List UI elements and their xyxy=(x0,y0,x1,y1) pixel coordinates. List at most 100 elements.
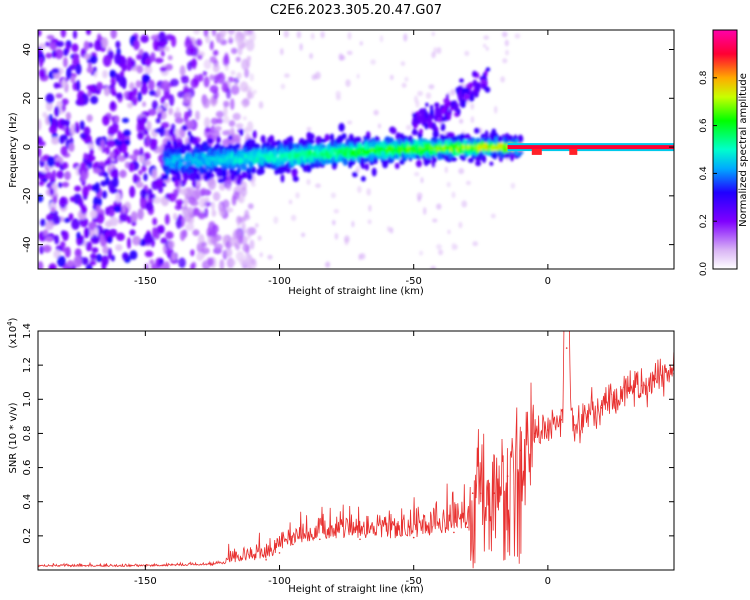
x-tick-label: -50 xyxy=(406,276,422,287)
noise-blob xyxy=(167,55,173,61)
signal-blob xyxy=(382,159,389,169)
noise-blob xyxy=(235,251,245,262)
noise-blob xyxy=(70,75,76,83)
noise-blob xyxy=(59,119,69,126)
snr-multiplier: (x104) xyxy=(6,317,19,348)
noise-blob xyxy=(458,168,465,175)
signal-blob xyxy=(371,167,377,177)
noise-blob xyxy=(138,169,143,176)
noise-blob xyxy=(123,151,129,159)
noise-blob xyxy=(210,117,219,125)
noise-blob xyxy=(46,214,54,222)
noise-blob xyxy=(78,198,84,207)
noise-blob xyxy=(338,53,344,61)
noise-blob xyxy=(203,30,209,38)
noise-blob xyxy=(389,227,394,234)
noise-blob xyxy=(68,142,75,152)
noise-blob xyxy=(45,93,55,104)
noise-blob xyxy=(240,43,246,48)
branch-blob xyxy=(459,100,463,107)
snr-frame xyxy=(37,330,675,571)
noise-blob xyxy=(165,63,173,71)
noise-blob xyxy=(127,237,131,250)
signal-blob xyxy=(205,171,212,180)
noise-blob xyxy=(182,92,192,105)
noise-blob xyxy=(185,223,195,231)
noise-blob xyxy=(239,195,243,203)
noise-blob xyxy=(61,78,66,88)
branch-blob xyxy=(472,70,478,78)
noise-blob xyxy=(59,196,67,209)
noise-blob xyxy=(158,31,166,42)
noise-blob xyxy=(92,168,102,174)
noise-blob xyxy=(157,41,163,48)
noise-blob xyxy=(143,160,152,166)
noise-blob xyxy=(211,30,217,37)
noise-blob xyxy=(71,218,80,230)
signal-blob xyxy=(287,141,295,151)
noise-blob xyxy=(438,249,444,256)
noise-blob xyxy=(357,185,362,194)
colorbar-gradient xyxy=(712,29,738,270)
noise-blob xyxy=(228,237,237,247)
noise-blob xyxy=(243,253,252,262)
noise-blob xyxy=(184,38,193,49)
noise-blob xyxy=(213,90,219,100)
noise-blob xyxy=(420,177,424,184)
noise-blob xyxy=(222,115,230,124)
noise-blob xyxy=(502,58,508,64)
noise-blob xyxy=(190,249,195,257)
noise-blob xyxy=(233,191,240,200)
noise-blob xyxy=(330,192,336,199)
noise-blob xyxy=(450,88,456,96)
snr-data-point xyxy=(412,536,415,539)
noise-blob xyxy=(208,230,216,237)
noise-blob xyxy=(244,209,250,219)
noise-blob xyxy=(359,41,363,46)
noise-blob xyxy=(464,50,470,57)
branch-blob xyxy=(468,82,473,90)
noise-blob xyxy=(202,97,210,109)
noise-blob xyxy=(218,203,223,210)
noise-blob xyxy=(213,49,219,56)
signal-blob xyxy=(187,130,192,137)
noise-blob xyxy=(288,199,293,205)
signal-blob xyxy=(252,130,257,139)
signal-blob xyxy=(161,182,167,187)
noise-blob xyxy=(112,168,119,181)
snr-data-point xyxy=(600,407,603,409)
branch-blob xyxy=(431,122,437,131)
signal-blob xyxy=(176,172,181,178)
noise-blob xyxy=(121,204,127,214)
noise-blob xyxy=(52,215,61,225)
noise-blob xyxy=(113,205,122,213)
noise-blob xyxy=(175,199,184,205)
signal-blob xyxy=(307,144,314,151)
noise-blob xyxy=(167,240,175,250)
signal-blob xyxy=(432,130,439,139)
noise-blob xyxy=(504,39,509,47)
snr-data-point xyxy=(466,526,469,529)
signal-blob xyxy=(172,155,178,162)
signal-blob xyxy=(324,133,330,142)
y-tick-label: 1.0 xyxy=(22,391,33,407)
noise-blob xyxy=(222,235,229,244)
signal-blob xyxy=(492,151,498,160)
noise-blob xyxy=(127,102,133,109)
noise-blob xyxy=(230,84,240,95)
branch-blob xyxy=(457,91,463,101)
signal-blob xyxy=(230,173,236,182)
branch-blob xyxy=(424,111,429,119)
noise-blob xyxy=(249,239,255,250)
noise-blob xyxy=(70,123,76,136)
signal-blob xyxy=(475,160,482,167)
noise-blob xyxy=(187,108,192,118)
signal-blob xyxy=(203,143,209,152)
noise-blob xyxy=(77,96,85,105)
noise-blob xyxy=(309,53,313,59)
noise-blob xyxy=(325,261,331,268)
signal-blob xyxy=(216,136,221,144)
noise-blob xyxy=(246,264,252,269)
signal-blob xyxy=(166,140,172,147)
noise-blob xyxy=(195,38,203,47)
